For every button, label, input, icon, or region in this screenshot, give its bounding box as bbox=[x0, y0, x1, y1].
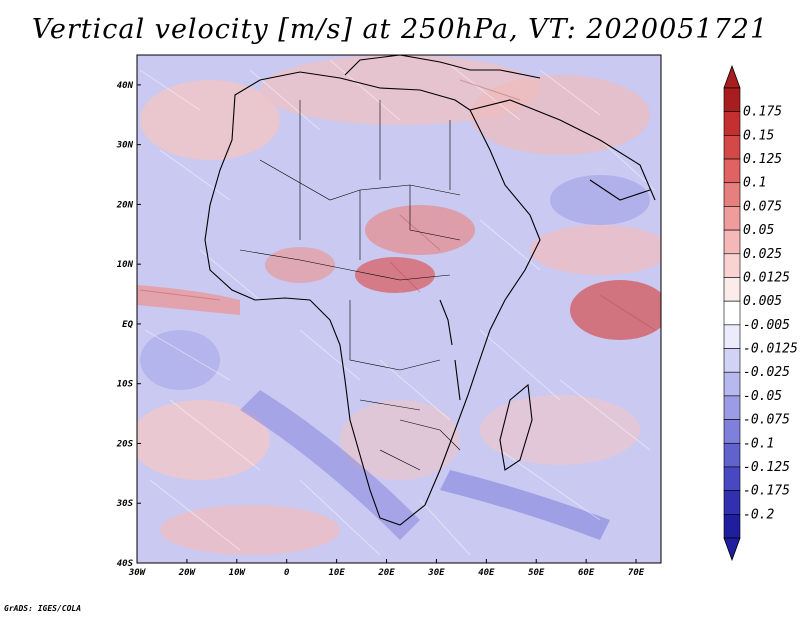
lat-tick-label: EQ bbox=[122, 320, 133, 330]
plot-frame bbox=[136, 54, 662, 564]
colorbar-label: -0.125 bbox=[743, 460, 790, 475]
colorbar-swatch bbox=[723, 135, 741, 160]
lat-tick-label: 20N bbox=[116, 200, 134, 210]
colorbar-swatch bbox=[723, 419, 741, 444]
lat-tick-label: 30N bbox=[116, 141, 134, 151]
colorbar-label: 0.175 bbox=[743, 105, 782, 120]
colorbar-label: 0.075 bbox=[743, 199, 782, 214]
latitude-ticks: 40N 30N 20N 10N EQ 10S 20S 30S 40S bbox=[116, 81, 141, 569]
colorbar-label: 0.0125 bbox=[743, 270, 790, 285]
colorbar-label: -0.075 bbox=[743, 413, 790, 428]
colorbar-swatch bbox=[723, 229, 741, 255]
colorbar-swatch bbox=[723, 111, 741, 136]
colorbar-label: -0.2 bbox=[743, 507, 774, 522]
colorbar-swatch bbox=[723, 277, 741, 302]
colorbar-label: -0.005 bbox=[743, 318, 790, 333]
colorbar-swatch bbox=[723, 300, 741, 326]
colorbar bbox=[723, 64, 741, 562]
colorbar-label: 0.1 bbox=[743, 176, 766, 191]
colorbar-labels: 0.175 0.15 0.125 0.1 0.075 0.05 0.025 0.0125 0.0… bbox=[743, 105, 798, 523]
colorbar-swatch bbox=[723, 466, 741, 491]
colorbar-swatch bbox=[723, 514, 741, 539]
colorbar-max-arrow bbox=[723, 64, 741, 89]
colorbar-swatch bbox=[723, 324, 741, 349]
colorbar-swatch bbox=[723, 253, 741, 278]
lon-tick-label: 30E bbox=[427, 568, 445, 578]
lon-tick-label: 40E bbox=[478, 568, 495, 578]
colorbar-label: 0.005 bbox=[743, 294, 782, 309]
lon-tick-label: 20W bbox=[178, 568, 197, 578]
grads-credit: GrADS: IGES/COLA bbox=[4, 604, 82, 613]
colorbar-label: 0.125 bbox=[743, 152, 782, 167]
lat-tick-label: 10N bbox=[117, 260, 134, 270]
colorbar-label: 0.05 bbox=[743, 223, 774, 238]
lon-tick-label: 50E bbox=[528, 568, 545, 578]
lon-tick-label: 20E bbox=[377, 568, 395, 578]
longitude-ticks: 30W 20W 10W 0 10E 20E 30E 40E 50E 60E 70E bbox=[128, 559, 645, 578]
colorbar-swatch bbox=[723, 87, 741, 112]
country-borders bbox=[239, 100, 461, 471]
colorbar-label: -0.05 bbox=[743, 389, 782, 404]
lon-tick-label: 30W bbox=[128, 568, 147, 578]
map-title: Vertical velocity [m/s] at 250hPa, VT: 2… bbox=[31, 14, 769, 45]
lon-tick-label: 10E bbox=[328, 568, 345, 578]
colorbar-label: 0.025 bbox=[743, 247, 782, 262]
colorbar-min-arrow bbox=[723, 537, 741, 562]
colorbar-label: -0.0125 bbox=[743, 342, 798, 357]
lon-tick-label: 0 bbox=[284, 568, 290, 578]
lon-tick-label: 60E bbox=[578, 568, 595, 578]
colorbar-swatch bbox=[723, 442, 741, 468]
colorbar-swatch bbox=[723, 395, 741, 420]
colorbar-swatch bbox=[723, 371, 741, 397]
colorbar-swatch bbox=[723, 158, 741, 184]
colorbar-label: 0.15 bbox=[743, 128, 774, 143]
lon-tick-label: 10W bbox=[229, 568, 247, 578]
lat-tick-label: 30S bbox=[116, 499, 134, 509]
colorbar-label: -0.1 bbox=[743, 436, 774, 451]
colorbar-swatch bbox=[723, 182, 741, 207]
lat-tick-label: 20S bbox=[116, 439, 134, 449]
colorbar-label: -0.025 bbox=[743, 365, 790, 380]
lat-tick-label: 40S bbox=[117, 559, 134, 569]
colorbar-label: -0.175 bbox=[743, 484, 790, 499]
lat-tick-label: 40N bbox=[117, 81, 134, 91]
coastlines bbox=[204, 55, 656, 526]
colorbar-swatch bbox=[723, 206, 741, 231]
colorbar-swatch bbox=[723, 490, 741, 515]
velocity-field bbox=[137, 55, 661, 563]
colorbar-swatch bbox=[723, 348, 741, 373]
lat-tick-label: 10S bbox=[117, 380, 134, 390]
lon-tick-label: 70E bbox=[628, 568, 645, 578]
